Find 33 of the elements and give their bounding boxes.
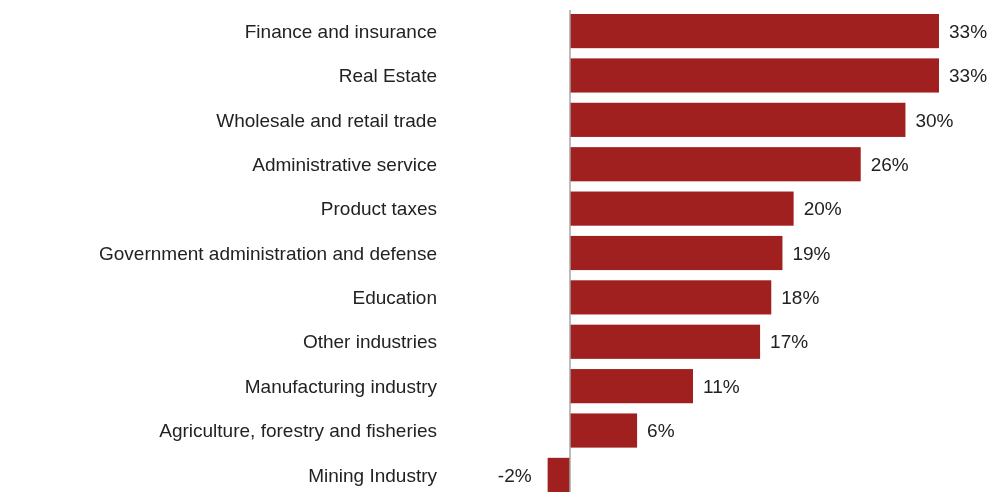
- y-tick-label: Administrative service: [252, 153, 437, 175]
- bar: [570, 191, 794, 226]
- bar: [570, 58, 939, 93]
- y-tick-label: Manufacturing industry: [244, 375, 438, 397]
- bar: [570, 147, 861, 182]
- data-label: 19%: [792, 242, 831, 264]
- bar: [570, 102, 906, 137]
- data-label: -2%: [497, 464, 532, 486]
- bar: [570, 14, 939, 49]
- y-tick-label: Product taxes: [320, 198, 437, 220]
- data-label: 33%: [949, 65, 988, 87]
- y-tick-label: Real Estate: [338, 65, 437, 87]
- data-label: 26%: [870, 153, 909, 175]
- y-tick-label: Education: [352, 287, 437, 309]
- y-tick-label: Mining Industry: [308, 464, 438, 486]
- bar: [547, 457, 570, 492]
- data-label: 11%: [703, 375, 740, 397]
- y-tick-label: Wholesale and retail trade: [216, 109, 437, 131]
- bar: [570, 280, 772, 315]
- bar: [570, 235, 783, 271]
- y-tick-label: Government administration and defense: [99, 242, 437, 264]
- bar: [570, 324, 761, 359]
- data-label: 18%: [781, 287, 820, 309]
- y-tick-label: Finance and insurance: [244, 20, 437, 42]
- data-label: 6%: [647, 420, 675, 442]
- data-label: 20%: [803, 198, 842, 220]
- y-tick-label: Other industries: [302, 331, 437, 353]
- data-label: 33%: [949, 20, 988, 42]
- y-tick-label: Agriculture, forestry and fisheries: [159, 420, 437, 442]
- data-label: 17%: [770, 331, 809, 353]
- data-label: 30%: [915, 109, 954, 131]
- bar: [570, 369, 693, 404]
- bar: [570, 413, 638, 448]
